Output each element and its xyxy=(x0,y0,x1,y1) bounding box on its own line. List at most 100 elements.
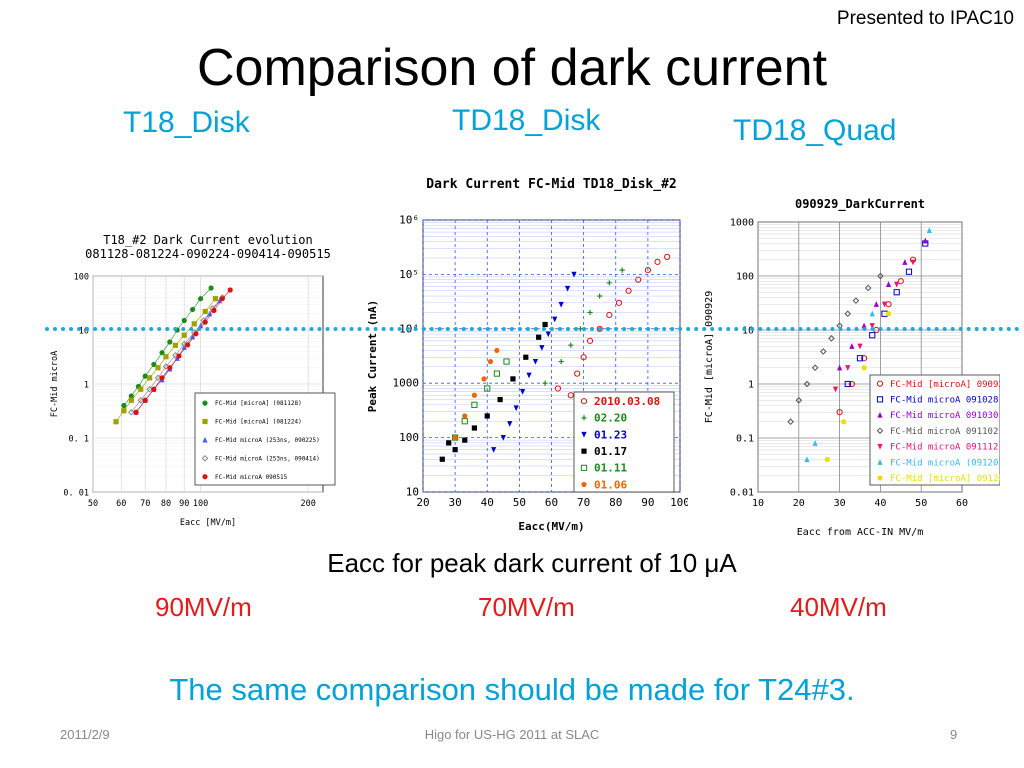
data-point xyxy=(654,258,661,265)
legend-marker xyxy=(877,475,883,481)
data-point xyxy=(198,322,204,329)
y-tick-label: 1 xyxy=(748,380,754,391)
legend-marker xyxy=(580,398,588,405)
legend-label: FC-Mid microA 090515 xyxy=(215,474,288,481)
data-point xyxy=(142,397,148,403)
data-point xyxy=(586,337,594,344)
data-point xyxy=(606,311,613,319)
data-point xyxy=(497,396,503,403)
y-tick-label: 0. 01 xyxy=(63,489,89,499)
legend-marker xyxy=(202,436,208,443)
legend-marker xyxy=(581,431,587,438)
chart-title: T18_#2 Dark Current evolution xyxy=(103,233,313,247)
data-point xyxy=(121,408,127,414)
data-point xyxy=(202,319,208,325)
legend-label: FC-Mid [microA] (081128) xyxy=(215,400,302,407)
data-point xyxy=(873,301,879,307)
data-point xyxy=(121,402,127,409)
data-point xyxy=(446,440,452,446)
data-point xyxy=(881,301,888,308)
legend-marker xyxy=(202,400,208,406)
data-point xyxy=(856,355,864,362)
legend-marker xyxy=(202,474,208,480)
x-tick-label: 40 xyxy=(874,498,886,509)
data-point xyxy=(894,281,900,288)
y-tick-label: 10⁶ xyxy=(399,214,419,227)
y-axis-label: FC-Mid [microA] 090929 xyxy=(704,291,715,423)
data-point xyxy=(837,364,843,371)
page-number: 9 xyxy=(950,727,958,742)
x-tick-label: 50 xyxy=(915,498,927,509)
data-point xyxy=(844,310,852,318)
reference-line-10uA xyxy=(45,327,1020,331)
data-point xyxy=(787,418,794,426)
data-point xyxy=(198,296,204,302)
data-point xyxy=(151,386,157,392)
result-td18-quad: 40MV/m xyxy=(790,592,887,622)
y-tick-label: 10 xyxy=(79,327,89,337)
data-point xyxy=(910,259,916,266)
legend-label: 01.17 xyxy=(594,445,627,458)
legend-label: 02.20 xyxy=(594,412,627,425)
data-point xyxy=(664,253,671,260)
slide-title: Comparison of dark current xyxy=(196,39,828,97)
y-tick-label: 0.01 xyxy=(730,488,754,499)
data-point xyxy=(539,345,545,351)
legend-marker xyxy=(202,418,208,425)
legend-label: 01.23 xyxy=(594,428,627,441)
data-point xyxy=(580,354,587,361)
data-point xyxy=(606,280,612,286)
legend-label: FC-Mid microA (091207 xyxy=(890,458,1000,468)
data-point xyxy=(439,456,445,462)
data-point xyxy=(503,358,510,365)
data-point xyxy=(211,307,217,314)
presented-note: Presented to IPAC10 xyxy=(836,8,1014,29)
label-td18-quad: TD18_Quad xyxy=(733,114,897,147)
data-point xyxy=(493,370,500,377)
y-tick-label: 10 xyxy=(742,326,754,337)
data-point xyxy=(824,456,830,463)
data-point xyxy=(897,278,904,285)
data-point xyxy=(845,365,851,371)
legend-label: 01.11 xyxy=(594,462,627,475)
x-axis-label: Eacc [MV/m] xyxy=(180,518,236,528)
data-point xyxy=(568,342,574,348)
footer-center: Higo for US-HG 2011 at SLAC xyxy=(424,727,600,742)
data-point xyxy=(491,447,497,453)
y-tick-label: 1 xyxy=(84,381,89,391)
data-point xyxy=(844,380,851,388)
data-point xyxy=(857,343,863,350)
chart-td18-disk: Dark Current FC-Mid TD18_Disk_#2 10⁶ 10⁵ 10… xyxy=(368,177,688,533)
chart-subtitle: 081128-081224-090224-090414-090515 xyxy=(85,247,331,261)
data-point xyxy=(185,342,191,348)
data-point xyxy=(804,456,810,463)
legend-label: 01.06 xyxy=(594,478,627,491)
x-tick-label: 50 xyxy=(88,499,98,509)
legend-label: FC-Mid [microA] 090929 xyxy=(890,380,1000,390)
data-point xyxy=(471,425,477,431)
data-point xyxy=(542,321,548,328)
data-point xyxy=(795,396,803,404)
data-point xyxy=(190,333,196,340)
data-point xyxy=(227,287,233,293)
data-point xyxy=(128,393,134,399)
legend-marker xyxy=(581,415,587,421)
data-point xyxy=(864,284,872,292)
data-point xyxy=(558,301,564,308)
data-point xyxy=(167,365,173,371)
data-point xyxy=(137,396,145,404)
data-point xyxy=(471,392,477,398)
chart-t18-disk: T18_#2 Dark Current evolution081128-0812… xyxy=(50,233,336,528)
data-point xyxy=(510,376,516,382)
data-point xyxy=(812,440,818,446)
label-td18-disk: TD18_Disk xyxy=(452,104,601,137)
x-tick-label: 70 xyxy=(140,499,150,509)
data-point xyxy=(162,363,170,370)
data-point xyxy=(146,385,153,393)
data-point xyxy=(208,285,214,291)
legend-marker xyxy=(581,448,587,454)
y-tick-label: 100 xyxy=(736,272,754,283)
legend-marker xyxy=(877,411,883,418)
data-point xyxy=(885,311,892,317)
y-tick-label: 10⁵ xyxy=(399,268,419,281)
